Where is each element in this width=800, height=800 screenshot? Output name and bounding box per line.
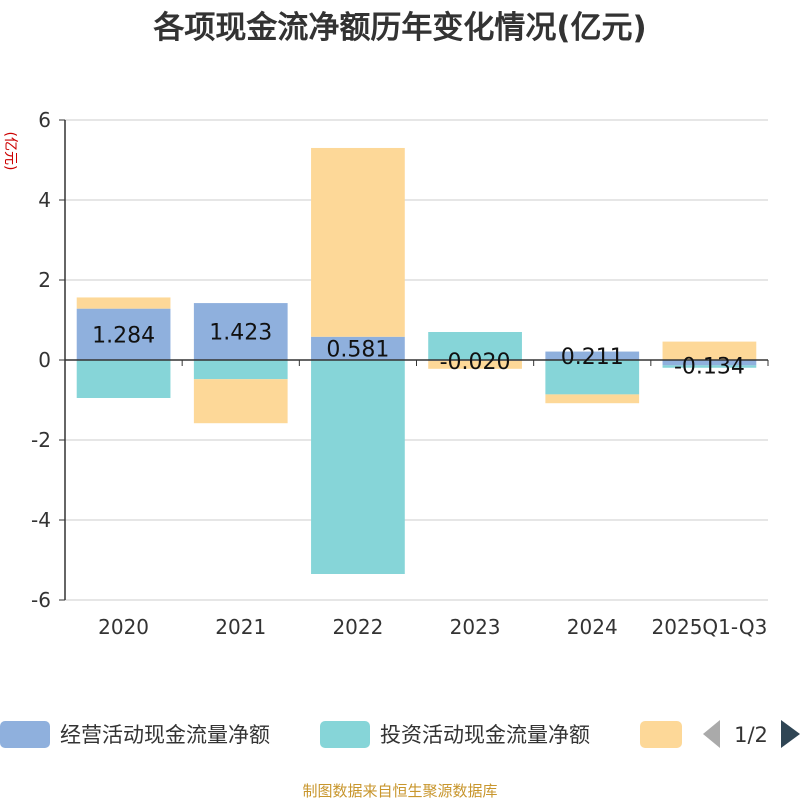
x-tick-label: 2021 xyxy=(215,615,266,639)
data-labels-layer: 1.284 1.423 0.581 -0.020 0.211 -0.134 xyxy=(92,321,745,380)
legend-label-operating[interactable]: 经营活动现金流量净额 xyxy=(60,723,270,747)
x-tick-label: 2022 xyxy=(332,615,383,639)
y-tick-label: -4 xyxy=(31,508,51,532)
bar-series0-2024[interactable] xyxy=(545,351,640,360)
legend-next-page-icon[interactable] xyxy=(781,720,800,748)
x-tick-label: 2024 xyxy=(567,615,618,639)
y-tick-label: 2 xyxy=(38,268,51,292)
bar-series1-2025Q1-Q3[interactable] xyxy=(662,365,757,368)
bar-series1-2020[interactable] xyxy=(76,360,171,398)
bar-series2-2023[interactable] xyxy=(428,360,522,369)
bar-series2-2020[interactable] xyxy=(76,297,171,309)
y-tick-label: -6 xyxy=(31,588,51,612)
data-label: 1.423 xyxy=(209,321,272,346)
bar-series0-2021[interactable] xyxy=(193,303,288,360)
data-label: 0.581 xyxy=(326,337,389,362)
bar-series2-2024[interactable] xyxy=(545,394,640,404)
bar-series0-2020[interactable] xyxy=(76,308,171,360)
data-label: -0.134 xyxy=(674,354,745,379)
data-label: 1.284 xyxy=(92,323,155,348)
data-label: -0.020 xyxy=(440,350,511,375)
legend-prev-page-icon[interactable] xyxy=(703,720,720,748)
x-tick-label: 2023 xyxy=(450,615,501,639)
axes-layer: 6 4 2 0 -2 -4 -6 2020 2021 2022 2023 2024 2025Q1-Q3 xyxy=(31,108,769,639)
bar-series1-2022[interactable] xyxy=(311,360,405,574)
y-tick-label: 0 xyxy=(38,348,51,372)
data-source-note: 制图数据来自恒生聚源数据库 xyxy=(302,782,497,800)
y-tick-label: -2 xyxy=(31,428,51,452)
legend-swatch-investing[interactable] xyxy=(320,721,370,748)
bar-series2-2025Q1-Q3[interactable] xyxy=(662,341,757,360)
y-tick-label: 6 xyxy=(38,108,51,132)
bar-series0-2022[interactable] xyxy=(311,336,405,360)
legend-page-indicator: 1/2 xyxy=(734,723,768,747)
bars-layer xyxy=(76,147,757,574)
bar-series2-2022[interactable] xyxy=(311,147,405,337)
bar-series0-2025Q1-Q3[interactable] xyxy=(662,360,757,366)
legend: 经营活动现金流量净额 投资活动现金流量净额 1/2 xyxy=(0,720,800,748)
data-label: 0.211 xyxy=(561,345,624,370)
bar-series1-2021[interactable] xyxy=(193,360,288,380)
legend-swatch-operating[interactable] xyxy=(0,721,50,748)
bar-series1-2023[interactable] xyxy=(428,332,522,360)
y-tick-label: 4 xyxy=(38,188,51,212)
chart-title: 各项现金流净额历年变化情况(亿元) xyxy=(152,10,646,46)
y-axis-unit: (亿元) xyxy=(2,132,18,171)
x-tick-label: 2020 xyxy=(98,615,149,639)
bar-series1-2024[interactable] xyxy=(545,360,640,395)
legend-label-investing[interactable]: 投资活动现金流量净额 xyxy=(380,723,590,747)
legend-swatch-financing[interactable] xyxy=(640,721,682,748)
bar-series2-2021[interactable] xyxy=(193,379,288,424)
x-tick-label: 2025Q1-Q3 xyxy=(652,615,768,639)
